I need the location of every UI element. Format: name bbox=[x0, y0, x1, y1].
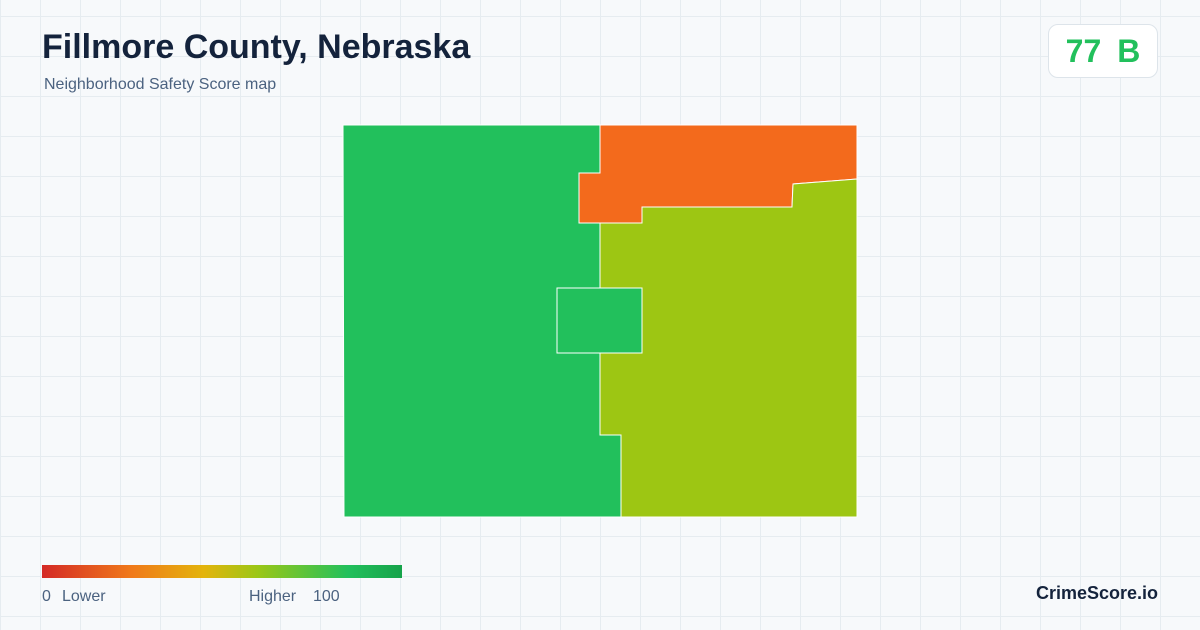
legend-min: 0 bbox=[42, 588, 51, 605]
region bbox=[556, 287, 643, 354]
legend-ramp bbox=[42, 565, 402, 578]
legend-max: 100 bbox=[313, 588, 340, 605]
legend-max-label: Higher bbox=[249, 588, 297, 605]
brand: CrimeScore.io bbox=[1035, 583, 1158, 603]
score-grade: B bbox=[1117, 32, 1141, 69]
score-value: 77 bbox=[1065, 32, 1102, 69]
legend-min-label: Lower bbox=[62, 588, 106, 605]
subtitle: Neighborhood Safety Score map bbox=[44, 76, 277, 93]
region bbox=[599, 178, 858, 518]
score-card: 77 B bbox=[1048, 24, 1158, 78]
title: Fillmore County, Nebraska bbox=[42, 28, 471, 66]
